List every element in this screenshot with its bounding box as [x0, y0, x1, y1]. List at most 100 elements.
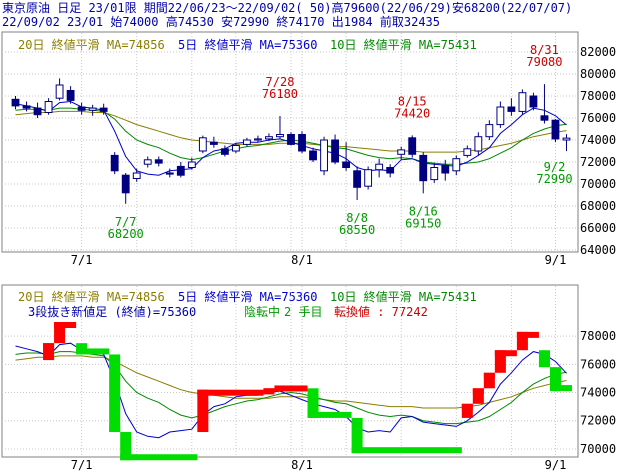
candle-body: [143, 159, 152, 165]
top-y-tick: 64000: [580, 243, 616, 257]
up-brick: [494, 350, 506, 373]
candle-body: [430, 167, 439, 181]
low-annotation-date: 8/8: [346, 211, 368, 225]
candle-body: [331, 139, 339, 163]
candle-body: [364, 169, 373, 187]
candle-body: [375, 163, 384, 171]
candle-body: [562, 137, 571, 141]
bottom-legend-ma10: 10日 終値平滑 MA=75431: [330, 289, 477, 304]
candle-body: [22, 105, 31, 109]
top-y-tick: 66000: [580, 221, 616, 235]
candle-body: [66, 90, 75, 101]
candle-body: [408, 137, 417, 155]
down-brick: [109, 354, 121, 433]
candle-body: [419, 154, 428, 182]
top-y-tick: 72000: [580, 155, 616, 169]
candle-body: [463, 148, 472, 156]
top-legend-ma20: 20日 終値平滑 MA=74856: [18, 37, 165, 52]
candle-body: [287, 134, 295, 145]
candle-body: [33, 107, 42, 116]
bottom-chart-frame: [1, 284, 579, 458]
high-annotation-date: 8/15: [398, 94, 427, 108]
down-brick-level: [549, 385, 572, 392]
down-brick-level: [76, 348, 110, 355]
candle-body: [507, 106, 516, 112]
down-brick-level: [109, 426, 121, 433]
up-brick-level: [461, 403, 473, 410]
low-annotation-price: 68550: [339, 223, 375, 237]
top-y-tick: 70000: [580, 177, 616, 191]
chart-title: 東京原油 日足 23/01限 期間22/06/23～22/09/02( 50)高…: [2, 1, 573, 15]
candle-body: [198, 137, 207, 152]
ohlc-summary: 22/09/02 23/01 始74000 高74530 安72990 終741…: [2, 15, 441, 29]
bottom-x-tick: 9/1: [545, 458, 567, 472]
down-brick: [351, 417, 363, 454]
candle-body: [320, 139, 328, 172]
high-annotation-date: 7/28: [266, 75, 295, 89]
up-brick-level: [54, 322, 77, 328]
candle-body: [342, 161, 351, 168]
candle-body: [121, 174, 130, 194]
candle-body: [176, 165, 185, 176]
bottom-y-tick: 74000: [580, 386, 616, 400]
top-x-tick: 7/1: [71, 253, 93, 267]
candle-body: [265, 136, 273, 140]
candle-body: [474, 136, 483, 152]
bottom-y-tick: 70000: [580, 442, 616, 456]
bottom-x-tick: 7/1: [71, 458, 93, 472]
top-y-tick: 74000: [580, 133, 616, 147]
top-chart-frame: [1, 31, 579, 253]
low-annotation-price: 69150: [405, 216, 441, 230]
bottom-legend-ma20: 20日 終値平滑 MA=74856: [18, 289, 165, 304]
bottom-y-tick: 78000: [580, 329, 616, 343]
up-brick: [197, 389, 209, 433]
down-brick: [307, 388, 319, 418]
up-brick: [472, 388, 484, 404]
candle-body: [110, 154, 119, 172]
low-annotation-date: 8/16: [409, 204, 438, 218]
up-brick: [516, 331, 528, 351]
candle-body: [441, 164, 450, 174]
top-y-tick: 80000: [580, 67, 616, 81]
high-annotation-price: 79080: [526, 55, 562, 69]
bottom-legend-ma5: 5日 終値平滑 MA=75360: [178, 289, 317, 304]
candle-body: [209, 141, 218, 145]
up-brick: [43, 343, 55, 361]
candle-body: [243, 139, 251, 145]
candle-body: [55, 84, 64, 99]
top-legend-ma5: 5日 終値平滑 MA=75360: [178, 37, 317, 52]
down-brick: [120, 432, 132, 461]
candle-body: [386, 167, 395, 174]
candle-body: [529, 95, 538, 108]
top-y-tick: 78000: [580, 89, 616, 103]
low-annotation-date: 7/7: [115, 215, 137, 229]
up-brick-level: [274, 385, 308, 392]
candle-body: [298, 134, 306, 152]
top-x-tick: 9/1: [545, 253, 567, 267]
candle-body: [353, 170, 362, 188]
candle-body: [452, 158, 461, 172]
brick-chart-state: 陰転中: [244, 304, 280, 319]
bottom-y-tick: 76000: [580, 357, 616, 371]
candle-body: [231, 145, 240, 152]
candle-body: [485, 124, 494, 138]
candle-body: [254, 138, 262, 141]
low-annotation-date: 9/2: [544, 160, 566, 174]
candle-body: [77, 106, 86, 111]
candle-body: [309, 150, 317, 161]
high-annotation-price: 76180: [262, 87, 298, 101]
candle-body: [154, 159, 163, 164]
top-x-tick: 8/1: [291, 253, 313, 267]
up-brick: [483, 372, 495, 389]
high-annotation-date: 8/31: [530, 43, 559, 57]
bottom-ma10-line: [15, 351, 567, 425]
top-y-tick: 76000: [580, 111, 616, 125]
up-brick-level: [197, 389, 264, 396]
candle-body: [496, 106, 505, 126]
candle-body: [187, 161, 196, 168]
bottom-y-tick: 72000: [580, 414, 616, 428]
up-brick-level: [516, 331, 539, 338]
up-brick-level: [483, 372, 495, 379]
up-brick-level: [472, 388, 484, 395]
candle-body: [397, 149, 406, 155]
